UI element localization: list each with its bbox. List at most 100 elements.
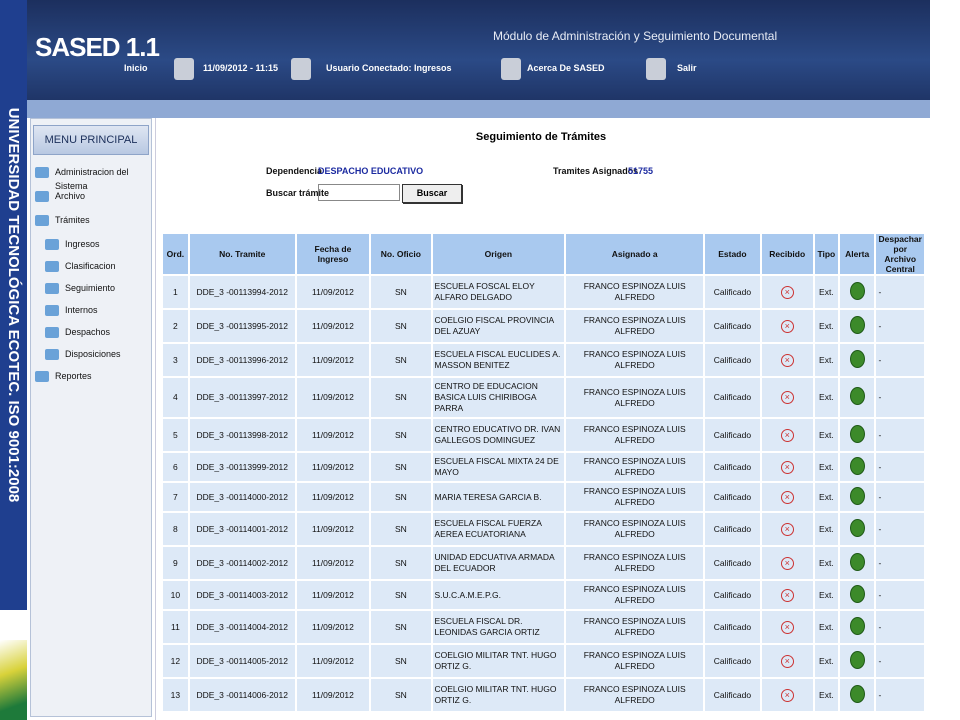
cell-tipo: Ext. — [814, 419, 838, 451]
recibido-icon[interactable]: × — [780, 285, 794, 299]
cell-ord: 2 — [163, 310, 188, 342]
table-row: 13 DDE_3 -00114006-2012 11/09/2012 SN COELGI… — [163, 679, 924, 711]
cell-tipo: Ext. — [814, 483, 838, 511]
nav-exit[interactable]: Salir — [677, 63, 697, 73]
recibido-icon[interactable]: × — [780, 588, 794, 602]
menu-item[interactable]: Administracion del Sistema — [35, 165, 151, 191]
cell-asignado: FRANCO ESPINOZA LUIS ALFREDO — [566, 611, 704, 643]
recibido-icon[interactable]: × — [780, 428, 794, 442]
cell-estado: Calificado — [705, 378, 760, 417]
recibido-cell: × — [761, 581, 813, 609]
table-row: 1 DDE_3 -00113994-2012 11/09/2012 SN ESCUELA… — [163, 276, 924, 308]
table-row: 11 DDE_3 -00114004-2012 11/09/2012 SN ESCUEL… — [163, 611, 924, 643]
cell-ord: 3 — [163, 344, 188, 376]
submenu-item[interactable]: Seguimiento — [45, 281, 151, 303]
cell-tramite: DDE_3 -00113994-2012 — [189, 276, 295, 308]
cell-asignado: FRANCO ESPINOZA LUIS ALFREDO — [566, 547, 704, 579]
recibido-icon[interactable]: × — [780, 460, 794, 474]
menu-items: Administracion del Sistema Archivo Trámite… — [31, 165, 151, 393]
menu: MENU PRINCIPAL Administracion del Sistem… — [30, 118, 152, 717]
submenu-item[interactable]: Internos — [45, 303, 151, 325]
submenu-item[interactable]: Clasificacion — [45, 259, 151, 281]
exit-icon — [646, 58, 666, 80]
table-row: 4 DDE_3 -00113997-2012 11/09/2012 SN CENTRO … — [163, 378, 924, 417]
recibido-icon[interactable]: × — [780, 353, 794, 367]
search-button[interactable]: Buscar — [402, 184, 462, 203]
recibido-icon[interactable]: × — [780, 391, 794, 404]
recibido-icon[interactable]: × — [780, 688, 794, 702]
cell-tramite: DDE_3 -00114004-2012 — [189, 611, 295, 643]
cell-tipo: Ext. — [814, 611, 838, 643]
submenu-item[interactable]: Ingresos — [45, 237, 151, 259]
about-icon — [501, 58, 521, 80]
cell-tipo: Ext. — [814, 679, 838, 711]
alerta-icon — [849, 552, 865, 571]
submenu-item[interactable]: Disposiciones — [45, 347, 151, 369]
alerta-cell — [839, 679, 875, 711]
nav-datetime: 11/09/2012 - 11:15 — [203, 63, 279, 73]
column-header: Despachar por Archivo Central — [876, 234, 924, 274]
cell-origen: ESCUELA FISCAL DR. LEONIDAS GARCIA ORTIZ — [432, 611, 565, 643]
header-strip — [27, 100, 930, 118]
recibido-icon[interactable]: × — [780, 654, 794, 668]
cell-asignado: FRANCO ESPINOZA LUIS ALFREDO — [566, 581, 704, 609]
cell-estado: Calificado — [705, 310, 760, 342]
recibido-icon[interactable]: × — [780, 490, 794, 504]
cell-tramite: DDE_3 -00113995-2012 — [189, 310, 295, 342]
menu-item[interactable]: Trámites — [35, 213, 151, 237]
content: Seguimiento de Trámites Dependencia DESP… — [155, 118, 926, 720]
alerta-cell — [839, 276, 875, 308]
cell-tramite: DDE_3 -00114003-2012 — [189, 581, 295, 609]
cell-origen: COELGIO MILITAR TNT. HUGO ORTIZ G. — [432, 679, 565, 711]
banner-text: UNIVERSIDAD TECNOLÓGICA ECOTEC. ISO 9001… — [5, 107, 22, 503]
cell-fecha: 11/09/2012 — [296, 679, 370, 711]
cell-origen: COELGIO MILITAR TNT. HUGO ORTIZ G. — [432, 645, 565, 677]
nav-about[interactable]: Acerca De SASED — [527, 63, 605, 73]
cell-ord: 8 — [163, 513, 188, 545]
column-header: Origen — [432, 234, 565, 274]
cell-tipo: Ext. — [814, 378, 838, 417]
cell-despachar: - — [876, 513, 924, 545]
cell-despachar: - — [876, 645, 924, 677]
recibido-cell: × — [761, 679, 813, 711]
cell-origen: S.U.C.A.M.E.P.G. — [432, 581, 565, 609]
cell-estado: Calificado — [705, 581, 760, 609]
cell-asignado: FRANCO ESPINOZA LUIS ALFREDO — [566, 513, 704, 545]
cell-fecha: 11/09/2012 — [296, 344, 370, 376]
cell-asignado: FRANCO ESPINOZA LUIS ALFREDO — [566, 419, 704, 451]
cell-fecha: 11/09/2012 — [296, 581, 370, 609]
column-header: Recibido — [761, 234, 813, 274]
cell-oficio: SN — [371, 611, 431, 643]
alerta-cell — [839, 547, 875, 579]
cell-tipo: Ext. — [814, 276, 838, 308]
recibido-icon[interactable]: × — [780, 620, 794, 634]
cell-ord: 7 — [163, 483, 188, 511]
alerta-icon — [849, 456, 865, 475]
cell-origen: CENTRO EDUCATIVO DR. IVAN GALLEGOS DOMIN… — [432, 419, 565, 451]
submenu-item[interactable]: Despachos — [45, 325, 151, 347]
table-row: 9 DDE_3 -00114002-2012 11/09/2012 SN UNIDAD … — [163, 547, 924, 579]
search-input[interactable] — [318, 184, 400, 201]
nav-home[interactable]: Inicio — [124, 63, 148, 73]
recibido-icon[interactable]: × — [780, 319, 794, 333]
cell-fecha: 11/09/2012 — [296, 276, 370, 308]
recibido-cell: × — [761, 645, 813, 677]
cell-ord: 13 — [163, 679, 188, 711]
alerta-icon — [849, 281, 865, 300]
cell-estado: Calificado — [705, 679, 760, 711]
cell-despachar: - — [876, 378, 924, 417]
cell-tipo: Ext. — [814, 310, 838, 342]
user-icon — [291, 58, 311, 80]
dependencia-value: DESPACHO EDUCATIVO — [318, 166, 424, 176]
recibido-icon[interactable]: × — [780, 556, 794, 570]
side-banner: UNIVERSIDAD TECNOLÓGICA ECOTEC. ISO 9001… — [0, 0, 27, 610]
recibido-icon[interactable]: × — [780, 522, 794, 536]
cell-oficio: SN — [371, 310, 431, 342]
column-header: Ord. — [163, 234, 188, 274]
column-header: Fecha de Ingreso — [296, 234, 370, 274]
menu-item[interactable]: Reportes — [35, 369, 151, 393]
app-title: SASED 1.1 — [35, 32, 160, 62]
cell-origen: UNIDAD EDCUATIVA ARMADA DEL ECUADOR — [432, 547, 565, 579]
menu-item[interactable]: Archivo — [35, 189, 151, 213]
cell-estado: Calificado — [705, 547, 760, 579]
